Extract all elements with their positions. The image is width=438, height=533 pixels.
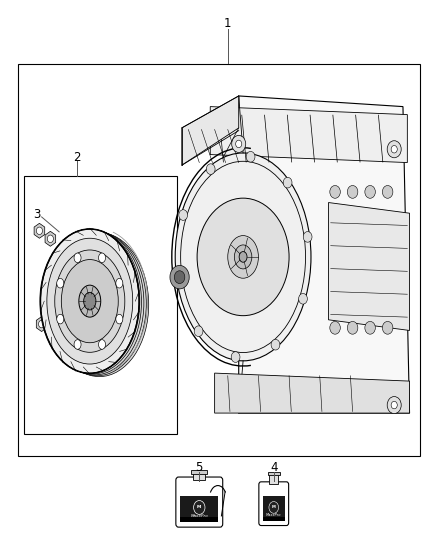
Ellipse shape [40, 229, 139, 373]
Ellipse shape [99, 340, 106, 349]
Circle shape [391, 401, 397, 409]
Circle shape [231, 352, 240, 362]
Polygon shape [239, 96, 410, 413]
Circle shape [174, 271, 185, 284]
Circle shape [49, 328, 55, 335]
Bar [18, 64, 420, 456]
Circle shape [382, 321, 393, 334]
Ellipse shape [84, 292, 96, 310]
Ellipse shape [175, 153, 311, 361]
Circle shape [330, 321, 340, 334]
Ellipse shape [239, 252, 247, 262]
Ellipse shape [79, 285, 101, 317]
Circle shape [347, 185, 358, 198]
Text: MaxxPro: MaxxPro [266, 513, 282, 518]
Circle shape [365, 185, 375, 198]
Ellipse shape [116, 314, 123, 324]
Text: 2: 2 [73, 151, 81, 164]
Text: 1: 1 [224, 18, 232, 30]
Polygon shape [328, 203, 410, 330]
Bar [263, 496, 285, 521]
Ellipse shape [116, 278, 123, 288]
Circle shape [299, 294, 307, 304]
Ellipse shape [228, 236, 258, 278]
Ellipse shape [40, 229, 139, 373]
Ellipse shape [57, 278, 64, 288]
Circle shape [236, 140, 242, 148]
Circle shape [283, 177, 292, 188]
Circle shape [206, 164, 215, 174]
Polygon shape [36, 317, 47, 332]
Circle shape [269, 502, 279, 513]
Circle shape [194, 326, 203, 336]
Bar [269, 474, 278, 484]
Circle shape [330, 185, 340, 198]
Circle shape [246, 151, 255, 162]
Ellipse shape [57, 314, 64, 324]
Text: M: M [272, 505, 276, 510]
Circle shape [232, 135, 246, 152]
Polygon shape [46, 324, 57, 339]
Bar [24, 176, 177, 434]
Circle shape [387, 397, 401, 414]
Ellipse shape [234, 245, 252, 269]
Bar [180, 517, 218, 522]
Circle shape [365, 321, 375, 334]
Polygon shape [210, 107, 407, 163]
Bar [180, 496, 218, 522]
Bar [193, 473, 205, 480]
Circle shape [382, 185, 393, 198]
Circle shape [174, 272, 183, 282]
Circle shape [47, 235, 53, 243]
Polygon shape [215, 373, 410, 413]
Ellipse shape [46, 231, 144, 375]
Bar [191, 470, 207, 474]
Text: 4: 4 [270, 461, 278, 474]
Ellipse shape [61, 260, 118, 343]
Ellipse shape [48, 232, 146, 376]
FancyBboxPatch shape [176, 477, 223, 527]
Ellipse shape [74, 340, 81, 349]
Text: 3: 3 [34, 208, 41, 221]
Ellipse shape [47, 238, 133, 364]
Ellipse shape [197, 198, 289, 316]
Text: M: M [197, 505, 201, 510]
Circle shape [387, 141, 401, 158]
Circle shape [194, 500, 205, 514]
Ellipse shape [55, 250, 125, 352]
Ellipse shape [50, 233, 148, 377]
Ellipse shape [43, 230, 141, 374]
Circle shape [170, 265, 189, 289]
Bar [268, 472, 280, 475]
Circle shape [303, 231, 312, 242]
Polygon shape [182, 96, 239, 165]
Ellipse shape [99, 253, 106, 263]
Polygon shape [34, 223, 45, 238]
Circle shape [179, 209, 187, 220]
Bar [263, 517, 285, 521]
Text: 5: 5 [196, 461, 203, 474]
Circle shape [36, 227, 42, 235]
Circle shape [391, 146, 397, 153]
Ellipse shape [74, 253, 81, 263]
Text: MaxxPro: MaxxPro [191, 514, 208, 518]
Circle shape [347, 321, 358, 334]
FancyBboxPatch shape [259, 482, 289, 526]
Circle shape [271, 340, 280, 350]
Circle shape [39, 320, 45, 328]
Polygon shape [45, 231, 56, 246]
